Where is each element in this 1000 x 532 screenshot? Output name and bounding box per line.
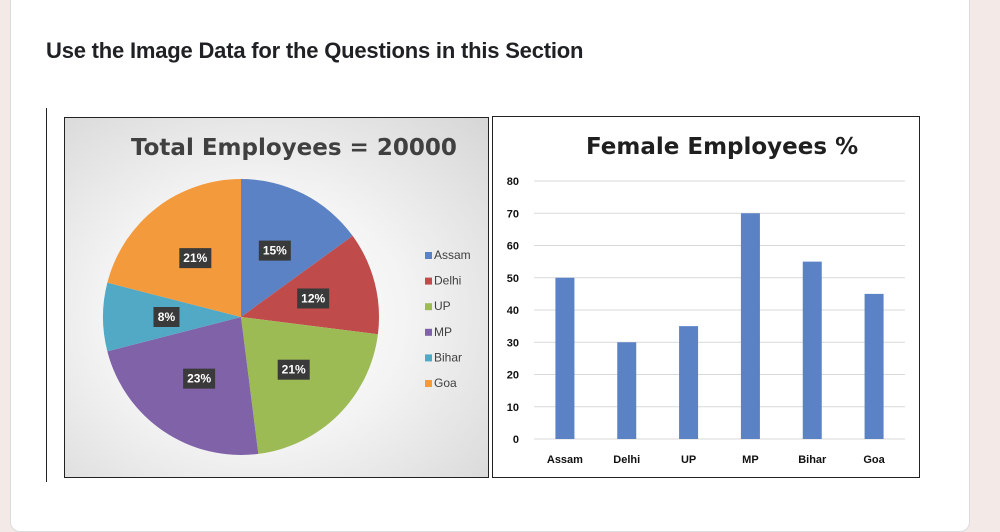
y-tick-40: 40	[507, 305, 519, 317]
svg-text:23%: 23%	[187, 372, 211, 386]
bar-assam	[555, 277, 575, 439]
pie-chart-panel: Total Employees = 20000 15% 12% 21% 23% 8% 21…	[64, 117, 489, 478]
legend-label-up: UP	[434, 299, 451, 313]
legend-label-delhi: Delhi	[434, 274, 461, 288]
svg-text:21%: 21%	[183, 251, 207, 265]
pie-label-delhi: 12%	[297, 288, 330, 309]
pie-label-bihar: 8%	[153, 307, 180, 327]
x-label-mp: MP	[742, 454, 759, 466]
y-tick-80: 80	[507, 176, 519, 188]
pie-label-assam: 15%	[258, 240, 291, 261]
x-label-up: UP	[681, 454, 696, 466]
pie-slice-mp	[107, 317, 259, 455]
legend-item-goa: Goa	[425, 376, 457, 390]
y-tick-0: 0	[513, 434, 519, 446]
y-tick-10: 10	[507, 402, 519, 414]
legend-item-assam: Assam	[425, 248, 471, 262]
legend-swatch-up	[425, 303, 432, 311]
svg-text:12%: 12%	[301, 291, 325, 305]
y-tick-50: 50	[507, 273, 519, 285]
pie-chart-title: Total Employees = 20000	[131, 135, 457, 161]
bar-chart-title: Female Employees %	[586, 134, 859, 160]
x-label-delhi: Delhi	[613, 454, 640, 466]
legend-label-bihar: Bihar	[434, 350, 462, 364]
y-tick-30: 30	[507, 337, 519, 349]
pie-slice-assam	[241, 179, 353, 317]
bar-up	[679, 326, 699, 439]
bar-chart: 0 10 20 30 40 50 60 70 80 Assam Delhi UP MP Bihar Goa	[507, 176, 905, 466]
pie-label-up: 21%	[277, 359, 310, 380]
x-label-goa: Goa	[863, 454, 885, 466]
legend-item-delhi: Delhi	[425, 274, 461, 288]
legend-item-up: UP	[425, 299, 451, 313]
bar-bihar	[802, 261, 822, 439]
svg-text:21%: 21%	[282, 363, 306, 377]
y-tick-20: 20	[507, 370, 519, 382]
bar-goa	[864, 293, 884, 439]
legend-swatch-mp	[425, 328, 432, 336]
legend-item-mp: MP	[425, 325, 452, 339]
legend-label-goa: Goa	[434, 376, 457, 390]
legend-label-assam: Assam	[434, 248, 471, 262]
x-label-assam: Assam	[547, 454, 583, 466]
pie-slice-delhi	[241, 235, 379, 335]
svg-text:8%: 8%	[158, 310, 176, 324]
image-left-rule	[46, 108, 47, 482]
pie-label-goa: 21%	[179, 248, 212, 269]
svg-text:15%: 15%	[263, 244, 287, 258]
legend-item-bihar: Bihar	[425, 350, 462, 364]
pie-label-mp: 23%	[183, 368, 216, 389]
y-tick-70: 70	[507, 208, 519, 220]
legend-swatch-bihar	[425, 354, 432, 362]
legend-swatch-assam	[425, 252, 432, 259]
x-label-bihar: Bihar	[798, 454, 827, 466]
bar-chart-panel: Female Employees % 0 10 20 30 40 50 60 70 80 Assa…	[492, 116, 920, 478]
pie-slice-goa	[107, 179, 241, 317]
pie-slice-up	[241, 317, 378, 454]
legend-swatch-goa	[425, 380, 432, 387]
bar-mp	[740, 213, 760, 439]
bar-delhi	[617, 342, 637, 439]
y-tick-60: 60	[507, 241, 519, 253]
legend-swatch-delhi	[425, 277, 432, 285]
section-title: Use the Image Data for the Questions in …	[46, 38, 584, 63]
legend-label-mp: MP	[434, 325, 452, 339]
pie-chart: 15% 12% 21% 23% 8% 21% Assam Delhi UP MP Bihar Goa	[103, 179, 471, 455]
